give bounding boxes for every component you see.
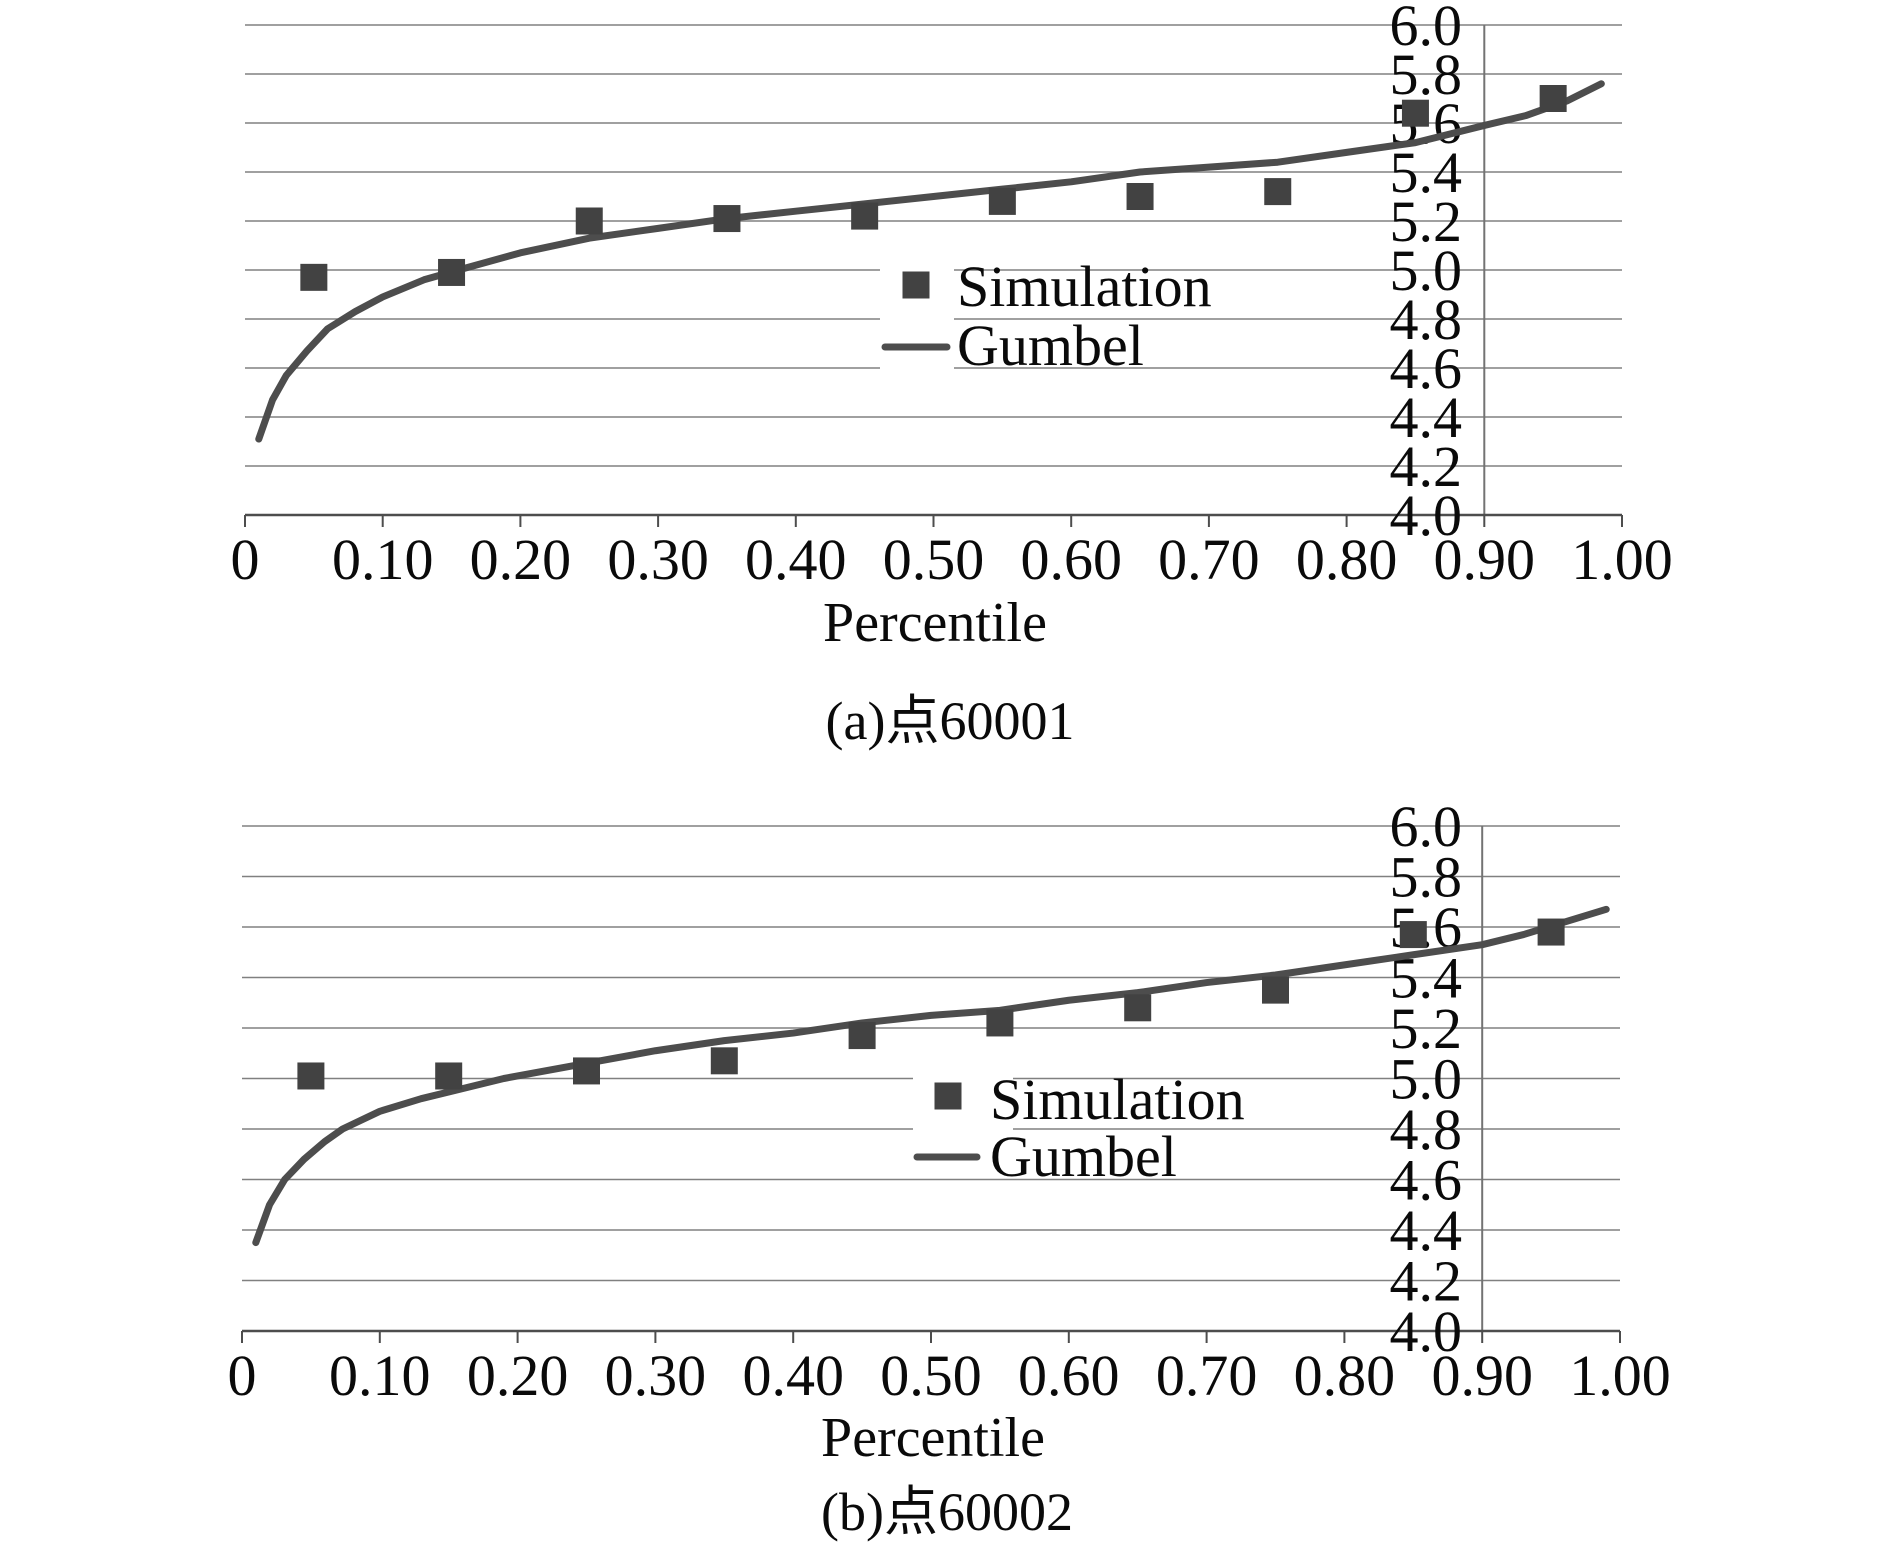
y-tick-label: 5.0 xyxy=(1390,1047,1463,1112)
x-tick-label: 0.40 xyxy=(742,1343,844,1408)
y-tick-label: 4.4 xyxy=(1390,385,1463,450)
simulation-point xyxy=(986,1009,1014,1037)
x-tick-label: 0.60 xyxy=(1020,527,1122,592)
simulation-point xyxy=(1264,178,1292,206)
x-tick-label: 0.50 xyxy=(880,1343,982,1408)
simulation-point xyxy=(1399,921,1427,949)
x-tick-label: 0.70 xyxy=(1158,527,1260,592)
legend-simulation-label: Simulation xyxy=(957,254,1212,319)
x-tick-label: 0 xyxy=(228,1343,257,1408)
gumbel-curve xyxy=(252,905,1610,1247)
simulation-point xyxy=(1537,918,1565,946)
simulation-point xyxy=(575,207,603,235)
x-tick-label: 0.30 xyxy=(605,1343,707,1408)
x-tick-label: 0.40 xyxy=(745,527,847,592)
simulation-point xyxy=(713,205,741,233)
y-tick-label: 6.0 xyxy=(1390,794,1463,859)
simulation-point xyxy=(710,1047,738,1075)
simulation-point xyxy=(300,263,328,291)
x-tick-label: 0.50 xyxy=(883,527,985,592)
x-tick-label: 0.80 xyxy=(1294,1343,1396,1408)
x-tick-label: 0.30 xyxy=(607,527,709,592)
y-tick-label: 5.0 xyxy=(1390,238,1463,303)
x-tick-label: 0.90 xyxy=(1434,527,1536,592)
legend-simulation-marker xyxy=(902,271,930,299)
simulation-point xyxy=(848,1022,876,1050)
simulation-point xyxy=(1262,976,1289,1004)
x-tick-label: 0.70 xyxy=(1156,1343,1258,1408)
gumbel-curve xyxy=(255,80,1605,443)
x-tick-label: 0.90 xyxy=(1431,1343,1533,1408)
simulation-point xyxy=(1124,994,1152,1022)
x-tick-label: 0 xyxy=(231,527,260,592)
x-tick-label: 1.00 xyxy=(1569,1343,1671,1408)
chart-caption: (b)点60002 xyxy=(821,1482,1073,1542)
y-tick-label: 5.4 xyxy=(1390,140,1463,205)
x-tick-label: 0.20 xyxy=(470,527,572,592)
y-tick-label: 5.2 xyxy=(1390,996,1463,1061)
legend-gumbel-label: Gumbel xyxy=(990,1124,1177,1189)
simulation-point xyxy=(573,1057,600,1085)
legend-simulation-marker xyxy=(934,1082,962,1110)
y-tick-label: 4.8 xyxy=(1390,1097,1463,1162)
y-tick-label: 4.2 xyxy=(1390,434,1463,499)
y-tick-label: 5.8 xyxy=(1390,42,1463,107)
x-axis-title: Percentile xyxy=(823,592,1047,654)
y-tick-label: 6.0 xyxy=(1390,0,1463,58)
y-tick-label: 4.4 xyxy=(1390,1198,1463,1263)
y-tick-label: 4.0 xyxy=(1390,483,1463,548)
x-tick-label: 0.60 xyxy=(1018,1343,1120,1408)
x-tick-label: 0.20 xyxy=(467,1343,569,1408)
y-tick-label: 4.6 xyxy=(1390,1148,1463,1213)
x-tick-label: 0.10 xyxy=(329,1343,431,1408)
x-tick-label: 0.80 xyxy=(1296,527,1398,592)
legend-background xyxy=(913,1068,1013,1154)
y-tick-label: 5.8 xyxy=(1390,845,1463,910)
x-axis-title: Percentile xyxy=(821,1407,1045,1469)
simulation-point xyxy=(988,187,1016,215)
simulation-point xyxy=(1539,85,1567,112)
y-tick-label: 5.2 xyxy=(1390,189,1463,254)
y-tick-label: 4.8 xyxy=(1390,287,1463,352)
legend-simulation-label: Simulation xyxy=(990,1067,1245,1132)
simulation-point xyxy=(435,1062,463,1090)
y-tick-label: 4.2 xyxy=(1390,1249,1463,1314)
y-tick-label: 4.0 xyxy=(1390,1299,1463,1364)
y-tick-label: 4.6 xyxy=(1390,336,1463,401)
simulation-point xyxy=(851,202,879,230)
legend-gumbel-label: Gumbel xyxy=(957,313,1144,378)
simulation-point xyxy=(438,258,466,286)
simulation-point xyxy=(297,1062,325,1090)
chart-caption: (a)点60001 xyxy=(825,691,1075,751)
simulation-point xyxy=(1126,183,1154,210)
x-tick-label: 1.00 xyxy=(1571,527,1673,592)
simulation-point xyxy=(1401,99,1429,127)
x-tick-label: 0.10 xyxy=(332,527,434,592)
